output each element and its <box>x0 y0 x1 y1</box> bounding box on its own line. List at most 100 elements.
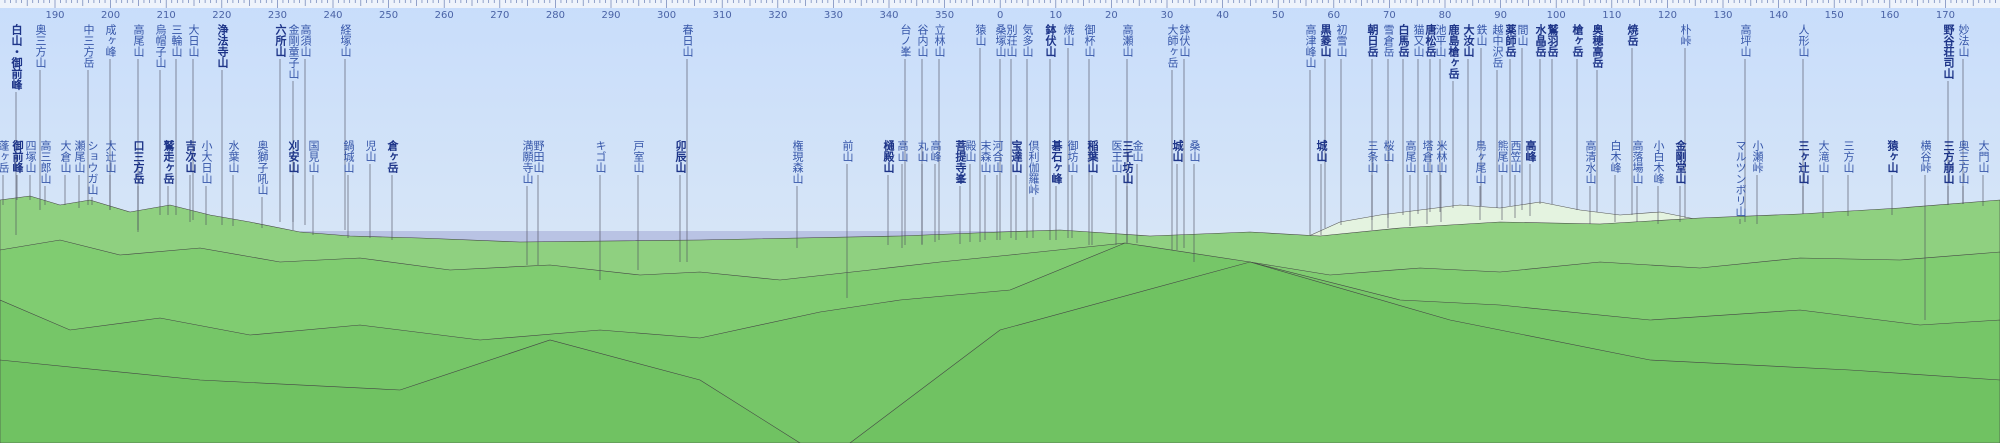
peak-label: 槍ヶ岳 <box>1571 24 1584 57</box>
peak-label: 猫又山 <box>1412 24 1425 57</box>
bearing-label: 210 <box>156 10 176 21</box>
peak-label: 高津峰山 <box>1304 24 1317 68</box>
peak-label: 前山 <box>841 140 854 162</box>
bearing-label: 200 <box>101 10 121 21</box>
peak-label: キゴ山 <box>594 140 607 173</box>
peak-label: 宝達山 <box>1010 140 1023 173</box>
peak-label: 御杯山 <box>1083 24 1096 57</box>
bearing-label: 10 <box>1049 10 1063 21</box>
peak-label: 焼山 <box>1062 24 1075 46</box>
peak-label: 三ヶ辻山 <box>1797 140 1810 184</box>
peak-label: 人形山 <box>1797 24 1810 57</box>
peak-label: 三輪山 <box>170 24 183 57</box>
bearing-label: 230 <box>267 10 287 21</box>
peak-label: 黒菱山 <box>1319 24 1332 57</box>
peak-label: 白山・御前峰 <box>10 24 23 90</box>
bearing-label: 130 <box>1713 10 1733 21</box>
foreground <box>0 339 801 443</box>
bearing-label: 260 <box>434 10 454 21</box>
peak-label: 城山 <box>1171 140 1184 162</box>
peak-label: 樋殿山 <box>882 140 895 173</box>
peak-label: 高瀬山 <box>1121 24 1134 57</box>
bearing-label: 100 <box>1546 10 1566 21</box>
peak-label: 大師ヶ岳 <box>1166 24 1179 68</box>
peak-label: 碁石ヶ峰 <box>1050 140 1063 184</box>
peak-label: 成ヶ峰 <box>104 24 117 57</box>
peak-label: 大辻山 <box>104 140 117 173</box>
bearing-label: 280 <box>545 10 565 21</box>
bearing-label: 60 <box>1327 10 1341 21</box>
bearing-label: 310 <box>712 10 732 21</box>
peak-label: 河合山 <box>991 140 1004 173</box>
peak-label: 猿山 <box>974 24 987 46</box>
bearing-label: 340 <box>879 10 899 21</box>
peak-label: 児山 <box>364 140 377 162</box>
peak-label: 瀬尾山 <box>73 140 86 173</box>
peak-label: 西笠山 <box>1509 140 1522 173</box>
peak-label: 水葉山 <box>227 140 240 173</box>
peak-label: 谷内山 <box>916 24 929 57</box>
peak-label: 高清水山 <box>1584 140 1597 184</box>
peak-label: 高峰 <box>1524 140 1537 162</box>
peak-label: 金剛堂山 <box>1674 140 1687 184</box>
peak-label: 烏帽子山 <box>154 24 167 68</box>
bearing-label: 240 <box>323 10 343 21</box>
peak-label: 大滝山 <box>1817 140 1830 173</box>
peak-label: 倉ヶ岳 <box>386 140 399 173</box>
peak-label: 三方崩山 <box>1942 140 1955 184</box>
bearing-label: 140 <box>1769 10 1789 21</box>
peak-label: 雪倉岳 <box>1382 24 1395 57</box>
peak-label: 吉次山 <box>184 140 197 173</box>
peak-label: ショウガ山 <box>86 140 99 195</box>
peak-label: 蓬ヶ岳 <box>0 140 10 173</box>
peak-label: 朝日岳 <box>1366 24 1379 57</box>
peak-label: 三条山 <box>1366 140 1379 173</box>
peak-label: 鹿島槍ヶ岳 <box>1447 24 1460 79</box>
peak-label: 医王山 <box>1110 140 1123 173</box>
peak-label: 戸室山 <box>632 140 645 173</box>
peak-label: 城山 <box>1315 140 1328 162</box>
peak-label: 猿ヶ山 <box>1886 140 1899 173</box>
peak-label: 桑山 <box>1188 140 1201 162</box>
peak-label: 口三方岳 <box>132 140 145 184</box>
peak-label: 薬師岳 <box>1504 24 1517 57</box>
peak-label: 金山 <box>1131 140 1144 162</box>
bearing-label: 190 <box>45 10 65 21</box>
bearing-label: 220 <box>212 10 232 21</box>
peak-label: 朴峠 <box>1679 24 1692 46</box>
bearing-label: 170 <box>1935 10 1955 21</box>
peak-label: 鉄山 <box>1475 24 1488 46</box>
peak-label: 間山 <box>1516 24 1529 46</box>
peak-label: マルツンボリ山 <box>1734 140 1747 217</box>
bearing-label: 70 <box>1383 10 1396 21</box>
peak-label: 塔倉山 <box>1421 140 1434 173</box>
peak-label: 高三郎山 <box>39 140 52 184</box>
peak-label: 三千坊山 <box>1121 140 1134 184</box>
peak-label: 水晶岳 <box>1534 24 1547 57</box>
peak-label: 高坪山 <box>1739 24 1752 57</box>
peak-label: 御前峰 <box>11 140 24 173</box>
peak-label: 中三方岳 <box>82 24 95 68</box>
peak-label: 経塚山 <box>339 24 352 57</box>
bearing-label: 290 <box>601 10 621 21</box>
peak-label: 小白木峰 <box>1652 140 1665 184</box>
peak-label: 別荘山 <box>1005 24 1018 57</box>
bearing-label: 350 <box>935 10 955 21</box>
peak-label: 野谷荘司山 <box>1942 24 1955 79</box>
peak-label: 御坊山 <box>1066 140 1079 173</box>
bearing-label: 320 <box>768 10 788 21</box>
peak-label: 大倉山 <box>59 140 72 173</box>
peak-label: 大日山 <box>187 24 200 57</box>
peak-label: 鷲羽岳 <box>1546 24 1559 57</box>
peak-label: 焼岳 <box>1626 24 1639 46</box>
bearing-label: 90 <box>1494 10 1507 21</box>
bearing-label: 80 <box>1438 10 1452 21</box>
peak-label: 立林山 <box>933 24 946 57</box>
peak-label: 末森山 <box>979 140 992 173</box>
peak-label: 小大日山 <box>200 140 213 184</box>
peak-label: 浄法寺山 <box>216 24 229 68</box>
peak-label: 菩提寺峯 <box>954 140 967 184</box>
peak-label: 小瀬峠 <box>1751 140 1764 173</box>
peak-label: 奥三方山 <box>1957 140 1970 184</box>
